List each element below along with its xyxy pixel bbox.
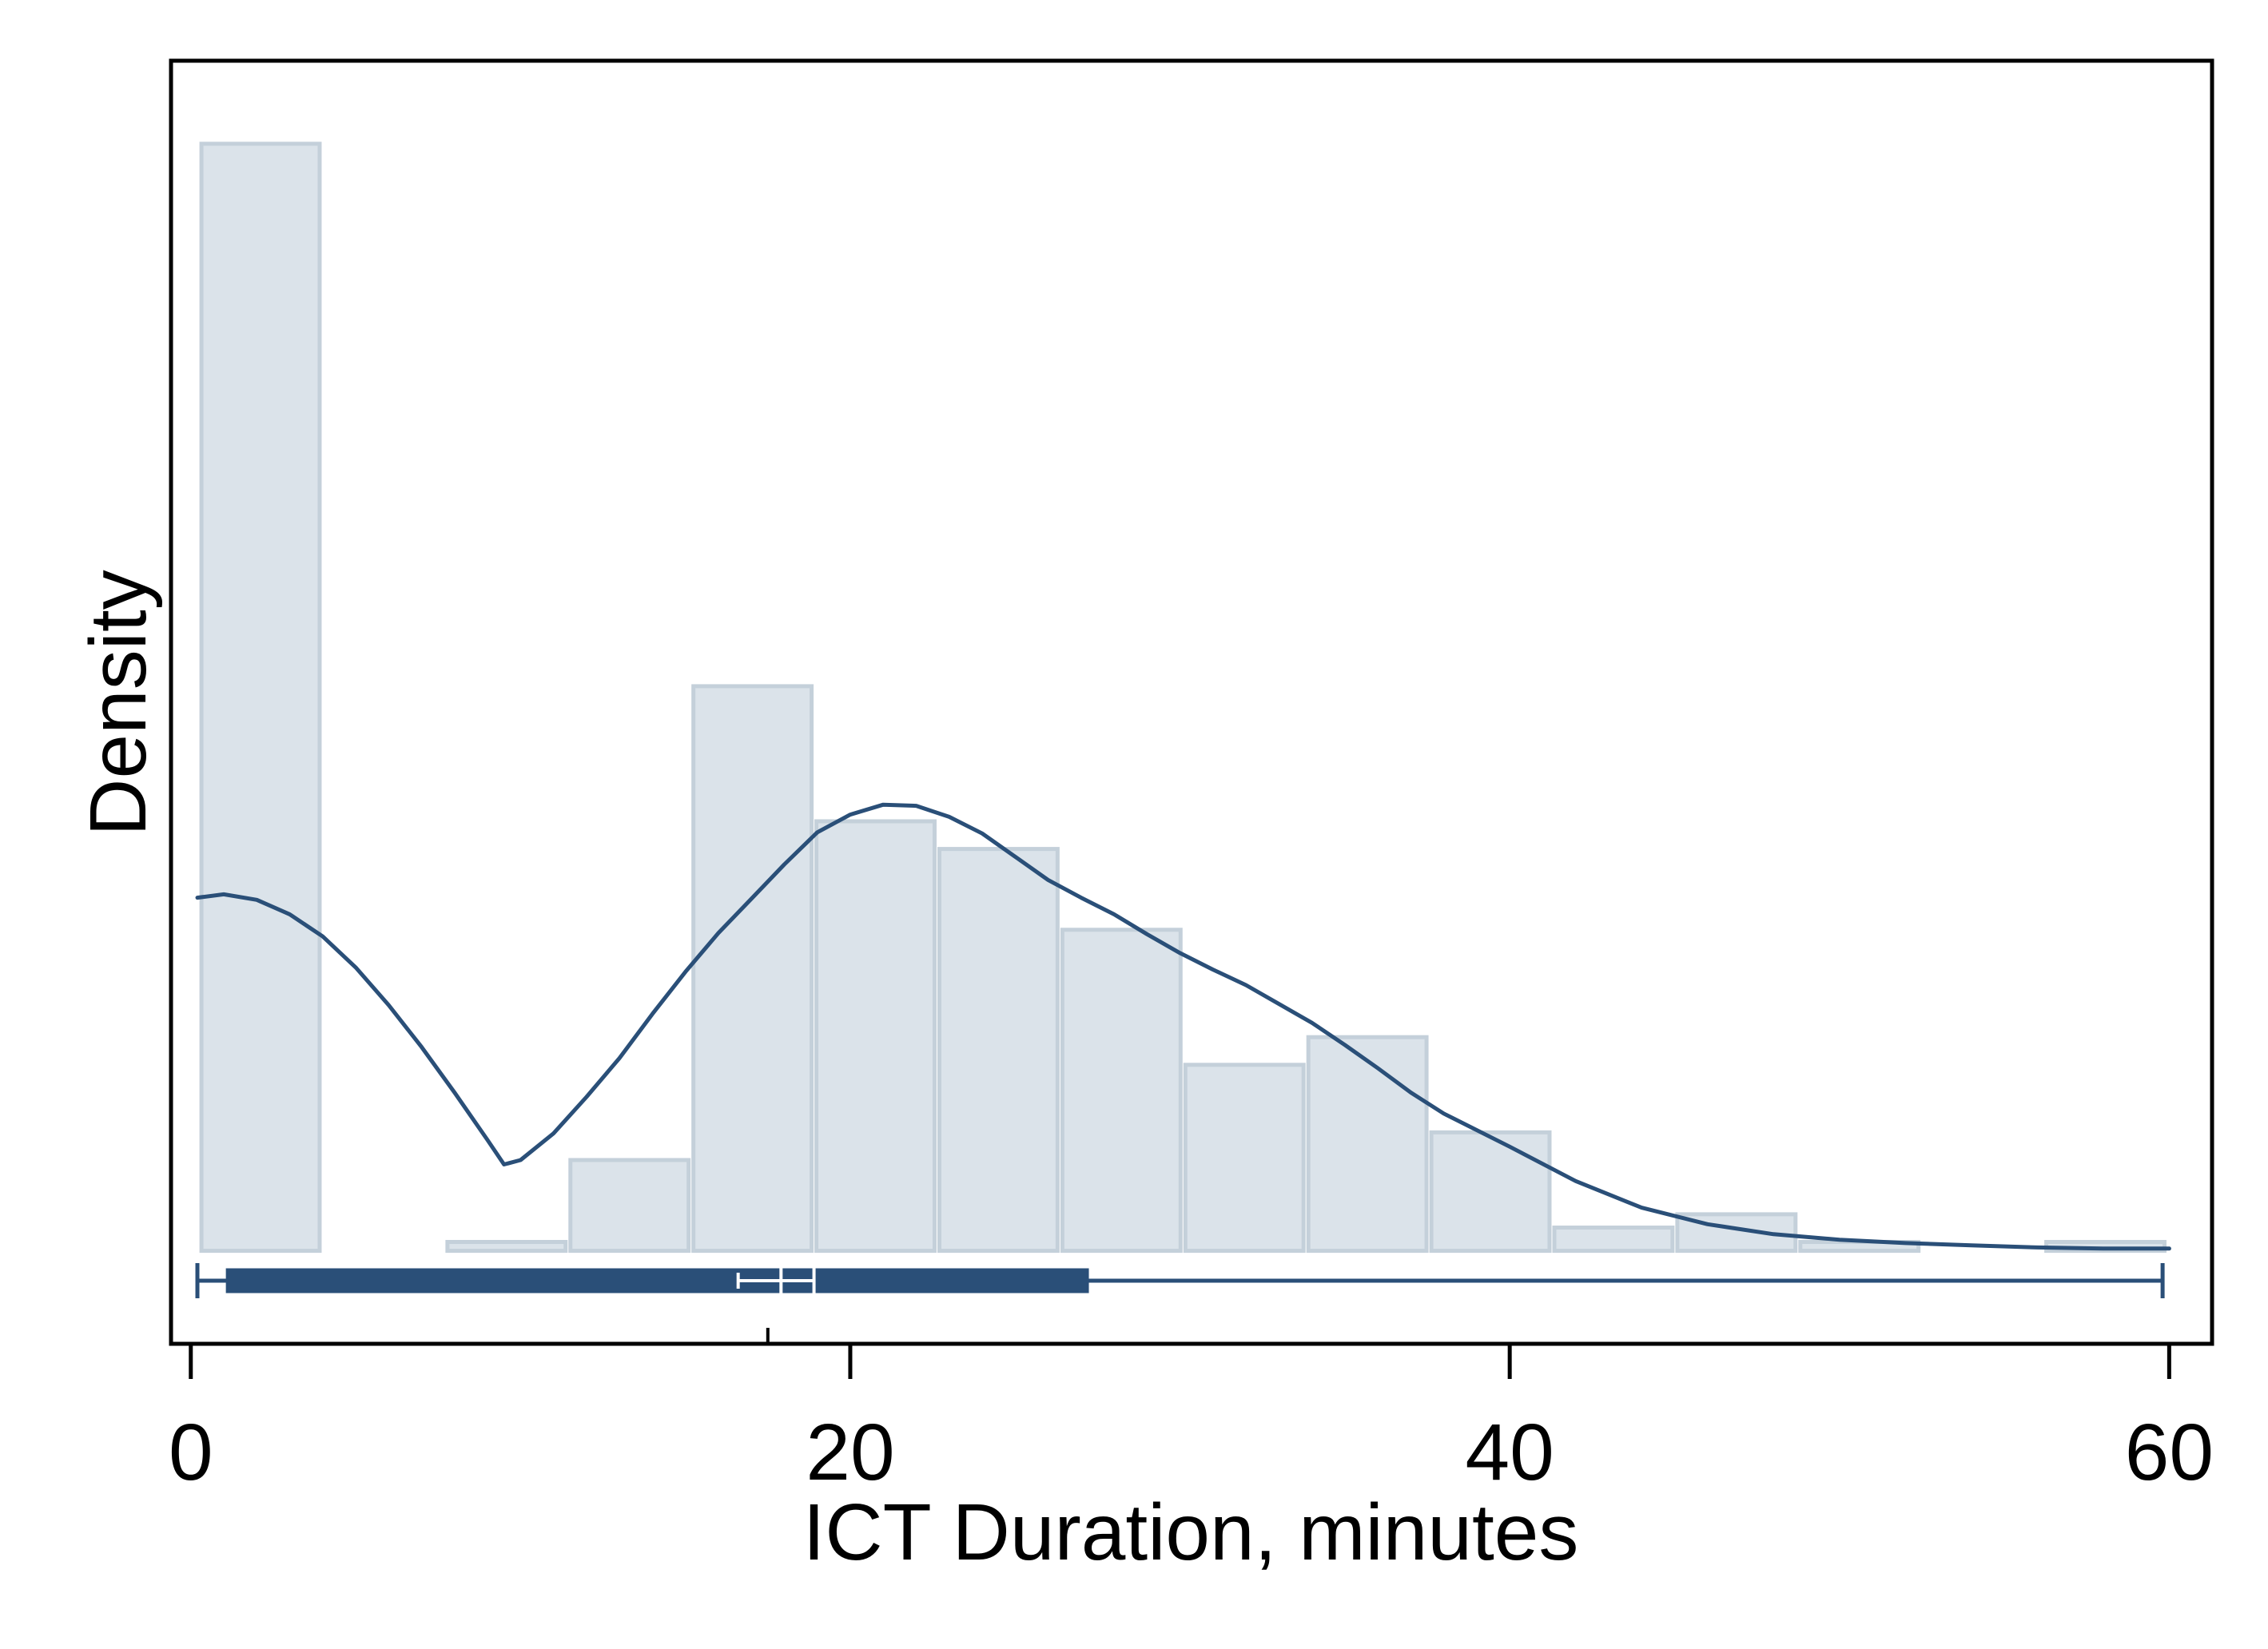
x-tick-label: 40 [1466, 1408, 1554, 1497]
histogram-bar [1429, 1130, 1552, 1254]
histogram-bar [199, 141, 322, 1254]
plot-frame [169, 58, 2214, 1346]
x-axis-ticks [189, 1344, 2171, 1379]
histogram-bar [445, 1240, 568, 1254]
histogram-bar [568, 1158, 691, 1254]
x-tick-label: 20 [806, 1408, 894, 1497]
histogram-bar [1306, 1035, 1429, 1254]
y-axis-label: Density [74, 570, 163, 836]
histogram-bar [1552, 1226, 1675, 1254]
x-axis-tick-labels: 0 20 40 60 [169, 1408, 2214, 1497]
histogram-bar [814, 819, 937, 1254]
x-axis-label: ICT Duration, minutes [803, 1488, 1579, 1577]
histogram-bar [1183, 1063, 1306, 1254]
x-tick-label: 60 [2125, 1408, 2214, 1497]
box-iqr [225, 1268, 1089, 1293]
box-plot [195, 1263, 2165, 1344]
kde-line [195, 802, 2171, 1251]
x-tick-label: 0 [169, 1408, 213, 1497]
histogram-bars [199, 141, 2167, 1254]
histogram-bar [1060, 928, 1183, 1254]
histogram-bar [937, 847, 1060, 1254]
histogram-bar [691, 684, 814, 1254]
